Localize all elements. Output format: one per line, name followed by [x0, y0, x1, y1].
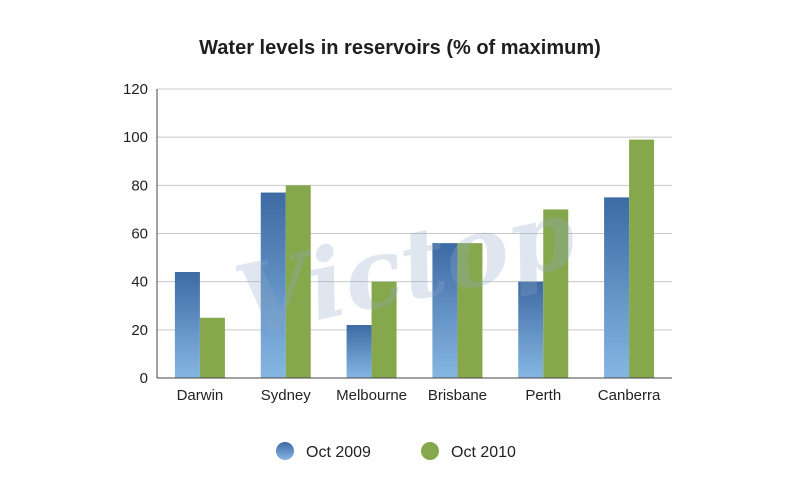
bar-perth-oct-2010 [543, 209, 569, 378]
legend: Oct 2009 Oct 2010 [276, 442, 516, 461]
bar-melbourne-oct-2010 [371, 281, 397, 378]
bar-sydney-oct-2010 [285, 185, 311, 378]
x-category-label: Darwin [177, 387, 224, 404]
bar-canberra-oct-2009 [604, 197, 630, 378]
x-category-label: Brisbane [428, 387, 487, 404]
bar-perth-oct-2009 [518, 281, 544, 378]
bar-darwin-oct-2010 [199, 317, 225, 378]
y-tick-label: 60 [131, 226, 148, 243]
legend-swatch [421, 442, 439, 460]
chart-title: Water levels in reservoirs (% of maximum… [199, 37, 601, 59]
x-category-label: Canberra [598, 387, 661, 404]
bar-brisbane-oct-2010 [457, 243, 483, 378]
x-category-label: Sydney [261, 387, 312, 404]
y-tick-label: 100 [123, 129, 148, 146]
y-tick-label: 80 [131, 177, 148, 194]
y-axis-ticks: 0 20 40 60 80 100 120 [123, 81, 148, 387]
y-tick-label: 40 [131, 274, 148, 291]
gridlines [157, 88, 672, 331]
x-category-label: Melbourne [336, 387, 407, 404]
bar-sydney-oct-2009 [260, 192, 286, 378]
bars [174, 139, 655, 378]
y-tick-label: 120 [123, 81, 148, 98]
bar-melbourne-oct-2009 [346, 325, 372, 378]
bar-darwin-oct-2009 [174, 272, 200, 378]
y-tick-label: 20 [131, 322, 148, 339]
y-tick-label: 0 [140, 370, 148, 387]
bar-brisbane-oct-2009 [432, 243, 458, 378]
legend-label: Oct 2010 [451, 444, 516, 461]
x-axis-categories: Darwin Sydney Melbourne Brisbane Perth Canber… [177, 387, 661, 404]
legend-label: Oct 2009 [306, 444, 371, 461]
x-category-label: Perth [525, 387, 561, 404]
legend-swatch [276, 442, 294, 460]
axes [156, 89, 672, 379]
bar-canberra-oct-2010 [629, 139, 655, 378]
